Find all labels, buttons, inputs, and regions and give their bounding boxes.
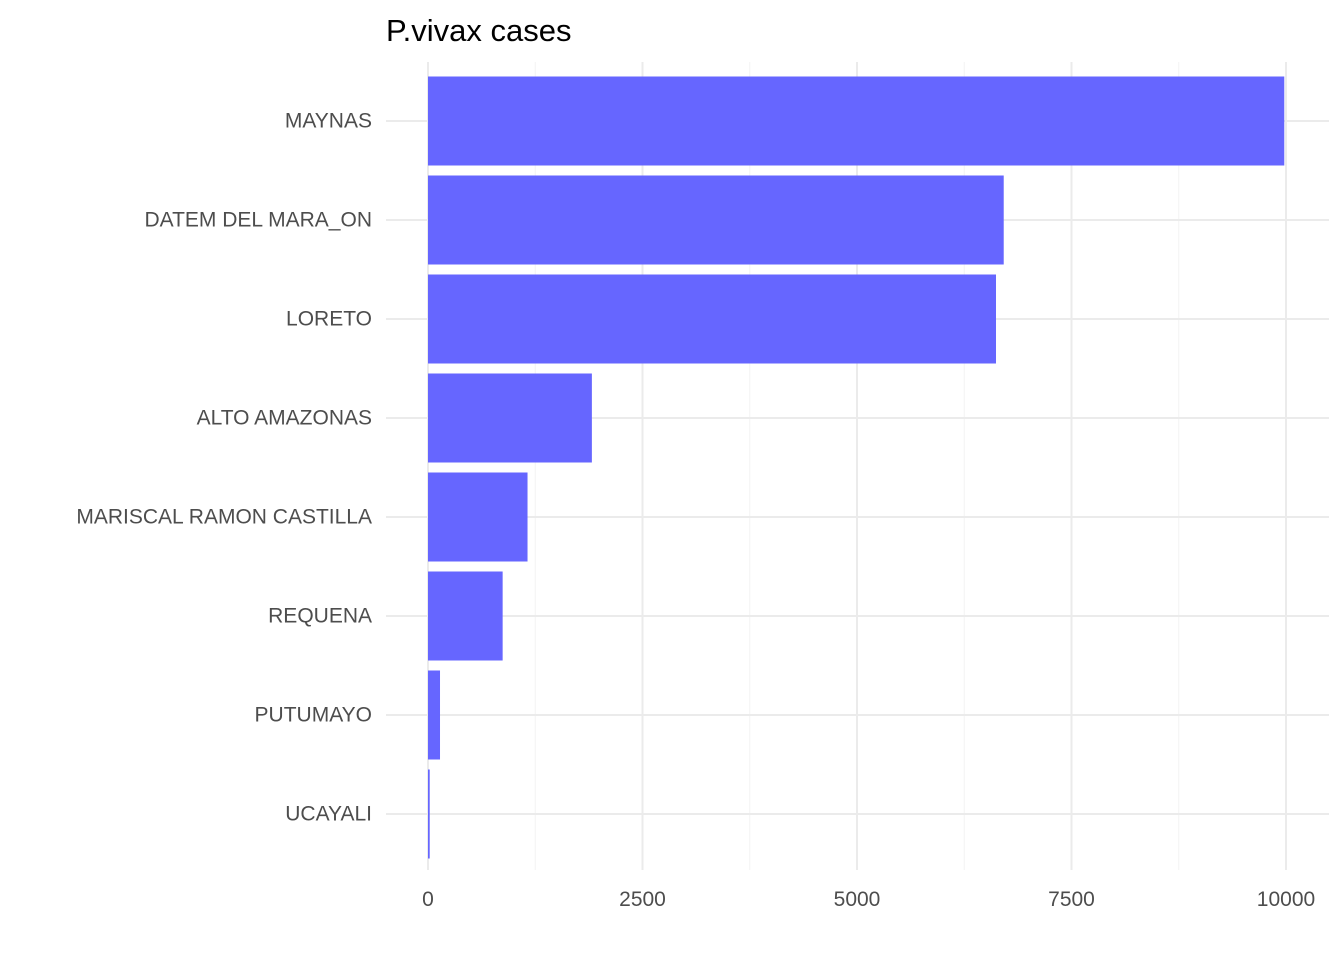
bar (428, 670, 441, 760)
y-tick-label: DATEM DEL MARA_ON (144, 209, 372, 232)
y-tick-label: UCAYALI (285, 803, 372, 826)
y-tick-label: LORETO (286, 308, 372, 331)
bar (428, 274, 996, 364)
y-tick-label: REQUENA (268, 605, 372, 628)
x-tick-label: 5000 (834, 888, 881, 911)
bar (428, 76, 1285, 166)
y-tick-labels: MAYNAS DATEM DEL MARA_ON LORETO ALTO AMAZON… (76, 110, 372, 826)
x-tick-labels: 0 2500 5000 7500 10000 (422, 888, 1315, 911)
bars (428, 76, 1285, 859)
y-tick-label: MAYNAS (285, 110, 372, 133)
y-tick-label: ALTO AMAZONAS (197, 407, 372, 430)
x-tick-label: 7500 (1048, 888, 1095, 911)
bar (428, 175, 1004, 265)
y-tick-label: MARISCAL RAMON CASTILLA (76, 506, 372, 529)
bar (428, 769, 430, 859)
y-tick-label: PUTUMAYO (255, 704, 372, 727)
bar (428, 571, 503, 661)
bar (428, 373, 592, 463)
x-tick-label: 0 (422, 888, 434, 911)
x-tick-label: 10000 (1257, 888, 1315, 911)
bar (428, 472, 528, 562)
x-tick-label: 2500 (619, 888, 666, 911)
chart-title: P.vivax cases (386, 13, 572, 48)
